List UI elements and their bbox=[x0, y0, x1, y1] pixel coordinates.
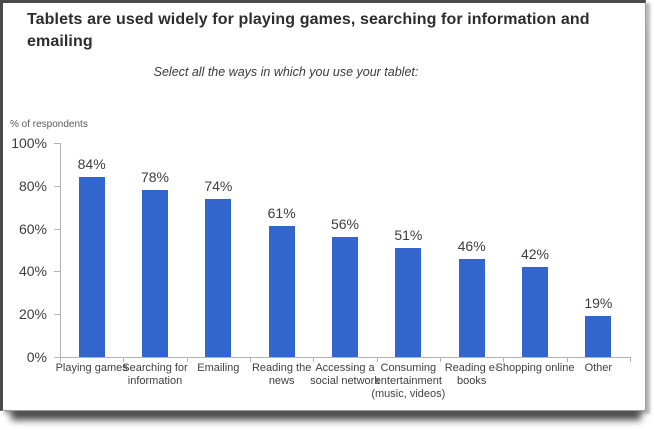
bar-value-label: 42% bbox=[520, 246, 550, 262]
bar-value-label: 51% bbox=[394, 227, 423, 243]
bar-value-label: 78% bbox=[140, 169, 170, 185]
bar-value-label: 56% bbox=[330, 216, 360, 232]
category-label: Reading e-books bbox=[444, 362, 499, 387]
bar-value-label: 19% bbox=[584, 295, 613, 311]
chart-title: Tablets are used widely for playing game… bbox=[27, 11, 590, 50]
y-tick-label: 80% bbox=[18, 177, 47, 194]
y-tick-label: 60% bbox=[18, 220, 47, 237]
y-axis-tick bbox=[54, 271, 60, 273]
bar bbox=[395, 248, 422, 357]
bar-value-label: 61% bbox=[267, 205, 296, 221]
y-tick-label: 40% bbox=[18, 263, 47, 280]
category-label: Other bbox=[584, 362, 613, 374]
bar-value-label: 74% bbox=[204, 178, 233, 194]
category-label: Emailing bbox=[197, 362, 240, 374]
bar-value-label: 46% bbox=[457, 238, 486, 254]
category-label: Shopping online bbox=[495, 362, 575, 374]
x-axis-tick bbox=[503, 358, 505, 362]
x-axis-tick bbox=[440, 358, 441, 362]
y-axis-tick bbox=[54, 314, 60, 316]
x-axis-tick bbox=[250, 358, 251, 362]
bar bbox=[522, 267, 548, 357]
y-axis-tick bbox=[54, 185, 60, 187]
y-tick-label: 20% bbox=[18, 306, 47, 323]
bar bbox=[142, 190, 168, 357]
y-axis-tick bbox=[54, 143, 60, 144]
category-label: Playing games bbox=[55, 362, 128, 374]
y-axis-tick bbox=[54, 228, 60, 230]
x-axis-tick bbox=[566, 358, 568, 362]
x-axis-tick bbox=[376, 358, 378, 362]
bar bbox=[78, 177, 105, 357]
x-axis-tick bbox=[186, 358, 188, 362]
bar bbox=[332, 237, 358, 357]
y-axis-title: % of respondents bbox=[10, 119, 88, 130]
bar bbox=[268, 226, 295, 357]
x-axis-tick bbox=[630, 358, 631, 362]
bar bbox=[458, 259, 485, 357]
plot-area bbox=[60, 143, 631, 358]
bar bbox=[205, 199, 232, 357]
bar-value-label: 84% bbox=[77, 156, 106, 172]
category-label: Reading the news bbox=[251, 362, 312, 387]
bar bbox=[585, 316, 612, 357]
category-label: Searching for information bbox=[122, 362, 188, 387]
category-label: Consuming entertainment (music, videos) bbox=[371, 362, 446, 400]
y-tick-label: 0% bbox=[26, 349, 47, 365]
x-axis-tick bbox=[60, 358, 61, 362]
x-axis-tick bbox=[123, 358, 125, 362]
chart-subtitle: Select all the ways in which you use you… bbox=[153, 65, 419, 79]
y-axis-tick bbox=[54, 357, 60, 358]
chart-image: Tablets are used widely for playing game… bbox=[0, 0, 646, 411]
category-label: Accessing a social network bbox=[310, 362, 380, 387]
y-tick-label: 100% bbox=[11, 135, 47, 151]
x-axis-tick bbox=[313, 358, 315, 362]
